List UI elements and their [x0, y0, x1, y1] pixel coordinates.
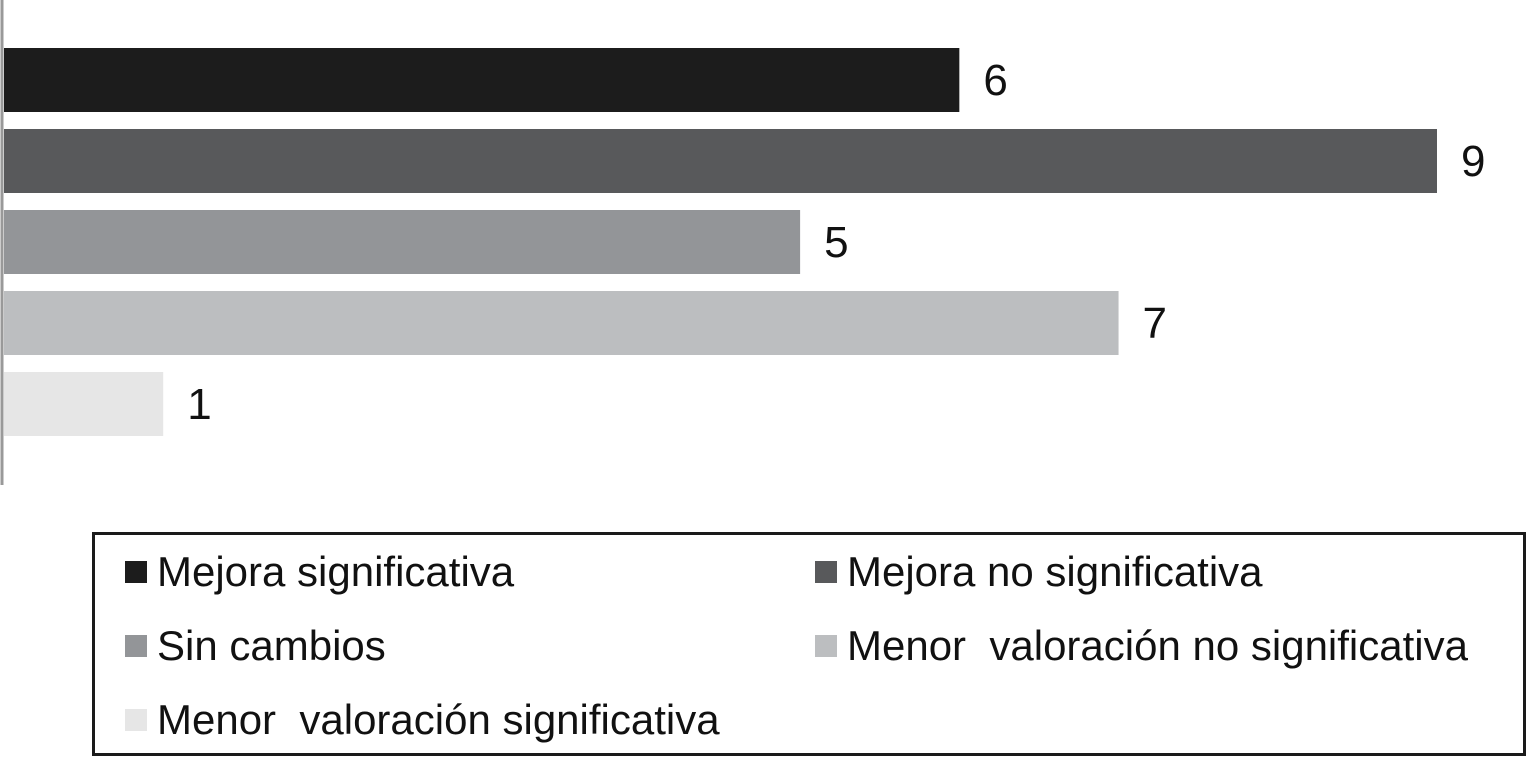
legend-swatch-menor-valoracion-significativa	[125, 709, 147, 731]
value-label-menor-valoracion-significativa: 1	[187, 380, 211, 429]
value-label-sin-cambios: 5	[824, 218, 848, 267]
legend-swatch-mejora-no-significativa	[815, 561, 837, 583]
legend-swatch-menor-valoracion-no-significativa	[815, 635, 837, 657]
bar-chart: 6 9 5 7 1	[0, 0, 1485, 485]
legend-label-mejora-significativa: Mejora significativa	[157, 548, 515, 595]
bar-menor-valoracion-no-significativa	[4, 291, 1119, 355]
bar-mejora-significativa	[4, 48, 960, 112]
bars-group: 6 9 5 7 1	[4, 48, 1485, 436]
bar-menor-valoracion-significativa	[4, 372, 164, 436]
bar-sin-cambios	[4, 210, 801, 274]
legend-item-menor-valoracion-no-significativa: Menor valoración no significativa	[815, 621, 1468, 671]
legend-item-mejora-no-significativa: Mejora no significativa	[815, 547, 1263, 597]
bar-mejora-no-significativa	[4, 129, 1437, 193]
legend: Mejora significativa Mejora no significa…	[92, 532, 1526, 756]
value-label-mejora-no-significativa: 9	[1461, 137, 1485, 186]
legend-swatch-mejora-significativa	[125, 561, 147, 583]
value-label-mejora-significativa: 6	[983, 56, 1007, 105]
legend-label-mejora-no-significativa: Mejora no significativa	[847, 548, 1263, 595]
value-label-menor-valoracion-no-significativa: 7	[1143, 299, 1167, 348]
legend-item-mejora-significativa: Mejora significativa	[125, 547, 514, 597]
legend-label-menor-valoracion-no-significativa: Menor valoración no significativa	[847, 622, 1468, 669]
legend-label-menor-valoracion-significativa: Menor valoración significativa	[157, 696, 720, 743]
legend-item-sin-cambios: Sin cambios	[125, 621, 386, 671]
legend-swatch-sin-cambios	[125, 635, 147, 657]
legend-item-menor-valoracion-significativa: Menor valoración significativa	[125, 695, 720, 745]
legend-label-sin-cambios: Sin cambios	[157, 622, 386, 669]
